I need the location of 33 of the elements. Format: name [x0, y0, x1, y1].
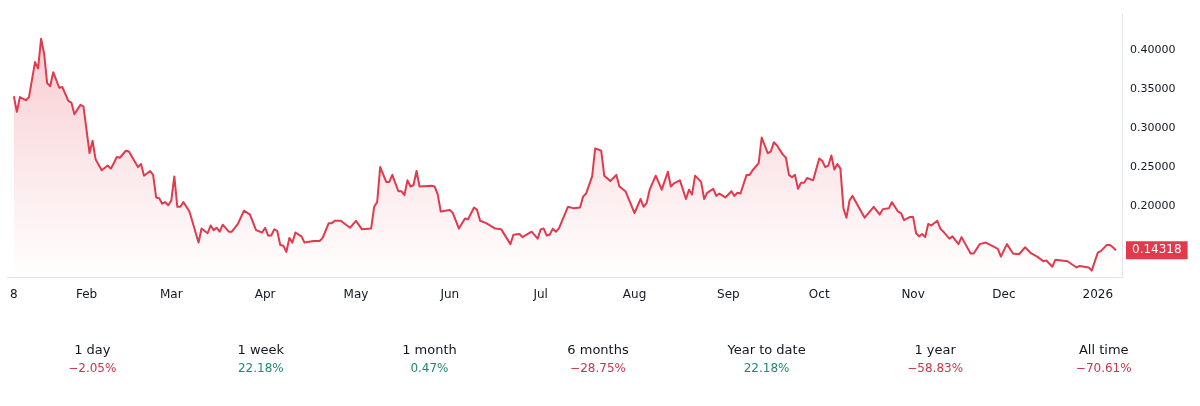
x-tick-label: Aug	[622, 286, 647, 301]
category-label: 1 week	[236, 342, 286, 357]
data-label: −2.05%	[67, 361, 118, 375]
y-tick-label: 0.35000	[1130, 82, 1176, 96]
data-label: −28.75%	[569, 361, 627, 375]
category-label: 6 months	[566, 342, 630, 357]
y-tick-label: 0.20000	[1130, 198, 1176, 212]
data-label: 22.18%	[742, 361, 791, 375]
annotation: 0.14318	[1132, 242, 1182, 257]
y-tick-label: 0.40000	[1130, 43, 1176, 57]
data-label: 0.47%	[409, 361, 450, 375]
x-tick-label: Dec	[992, 286, 1016, 301]
category-label: 1 day	[73, 342, 112, 357]
data-label: −58.83%	[906, 361, 965, 375]
category-label: 1 month	[401, 342, 458, 357]
x-tick-label: Oct	[808, 286, 830, 301]
y-tick-label: 0.30000	[1130, 121, 1176, 135]
category-label: Year to date	[726, 342, 807, 357]
category-label: 1 year	[913, 342, 957, 357]
x-tick-label: 2026	[1082, 286, 1114, 301]
x-tick-label: Sep	[717, 286, 740, 301]
x-tick-label: Nov	[901, 286, 925, 301]
x-tick-label: Jul	[532, 286, 548, 301]
x-tick-label: Apr	[254, 286, 276, 301]
x-tick-label: Jun	[439, 286, 460, 301]
data-label: −70.61%	[1074, 361, 1133, 375]
x-tick-label: Mar	[159, 286, 183, 301]
x-tick-label: May	[343, 286, 369, 301]
x-tick-label: 8	[10, 286, 18, 301]
data-label: 22.18%	[237, 361, 285, 375]
y-tick-label: 0.25000	[1130, 159, 1176, 173]
x-tick-label: Feb	[75, 286, 98, 301]
category-label: All time	[1077, 342, 1130, 357]
